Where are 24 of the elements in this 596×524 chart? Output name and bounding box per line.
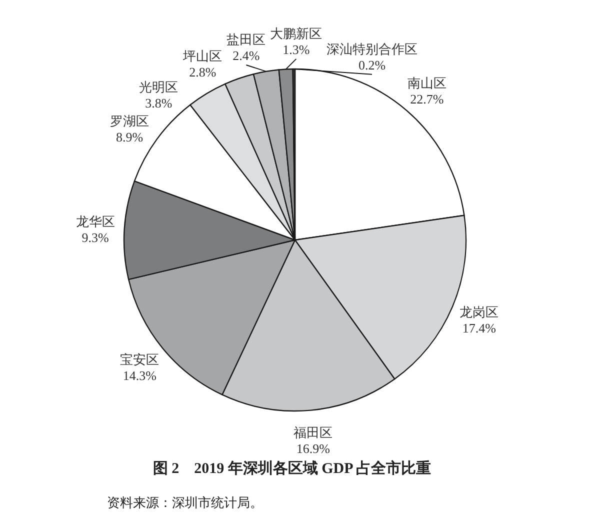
data-label: 8.9%: [116, 130, 144, 145]
slice-label: 大鹏新区: [270, 26, 322, 41]
data-label: 0.2%: [358, 57, 386, 72]
data-label: 22.7%: [410, 92, 444, 107]
slice-label: 盐田区: [226, 32, 266, 47]
slice-label: 宝安区: [120, 352, 160, 368]
data-label: 2.4%: [232, 48, 260, 63]
slice-label: 光明区: [139, 80, 178, 95]
data-label: 17.4%: [462, 320, 496, 336]
data-label: 1.3%: [282, 42, 310, 57]
slice-label: 罗湖区: [110, 114, 149, 129]
slice-label: 龙岗区: [460, 304, 499, 320]
slice-label: 福田区: [294, 425, 333, 440]
slice-label: 南山区: [407, 76, 446, 91]
text: 资料来源：深圳市统计局。: [107, 495, 263, 510]
slice-label: 深汕特别合作区: [326, 41, 418, 56]
slice-label: 龙华区: [76, 214, 115, 230]
data-label: 9.3%: [82, 230, 109, 246]
data-label: 14.3%: [122, 368, 157, 384]
data-label: 16.9%: [296, 441, 330, 456]
data-label: 2.8%: [189, 64, 216, 80]
text: 图 2 2019 年深圳各区域 GDP 占全市比重: [152, 459, 432, 477]
slice-label: 坪山区: [182, 48, 222, 64]
data-label: 3.8%: [145, 96, 172, 111]
